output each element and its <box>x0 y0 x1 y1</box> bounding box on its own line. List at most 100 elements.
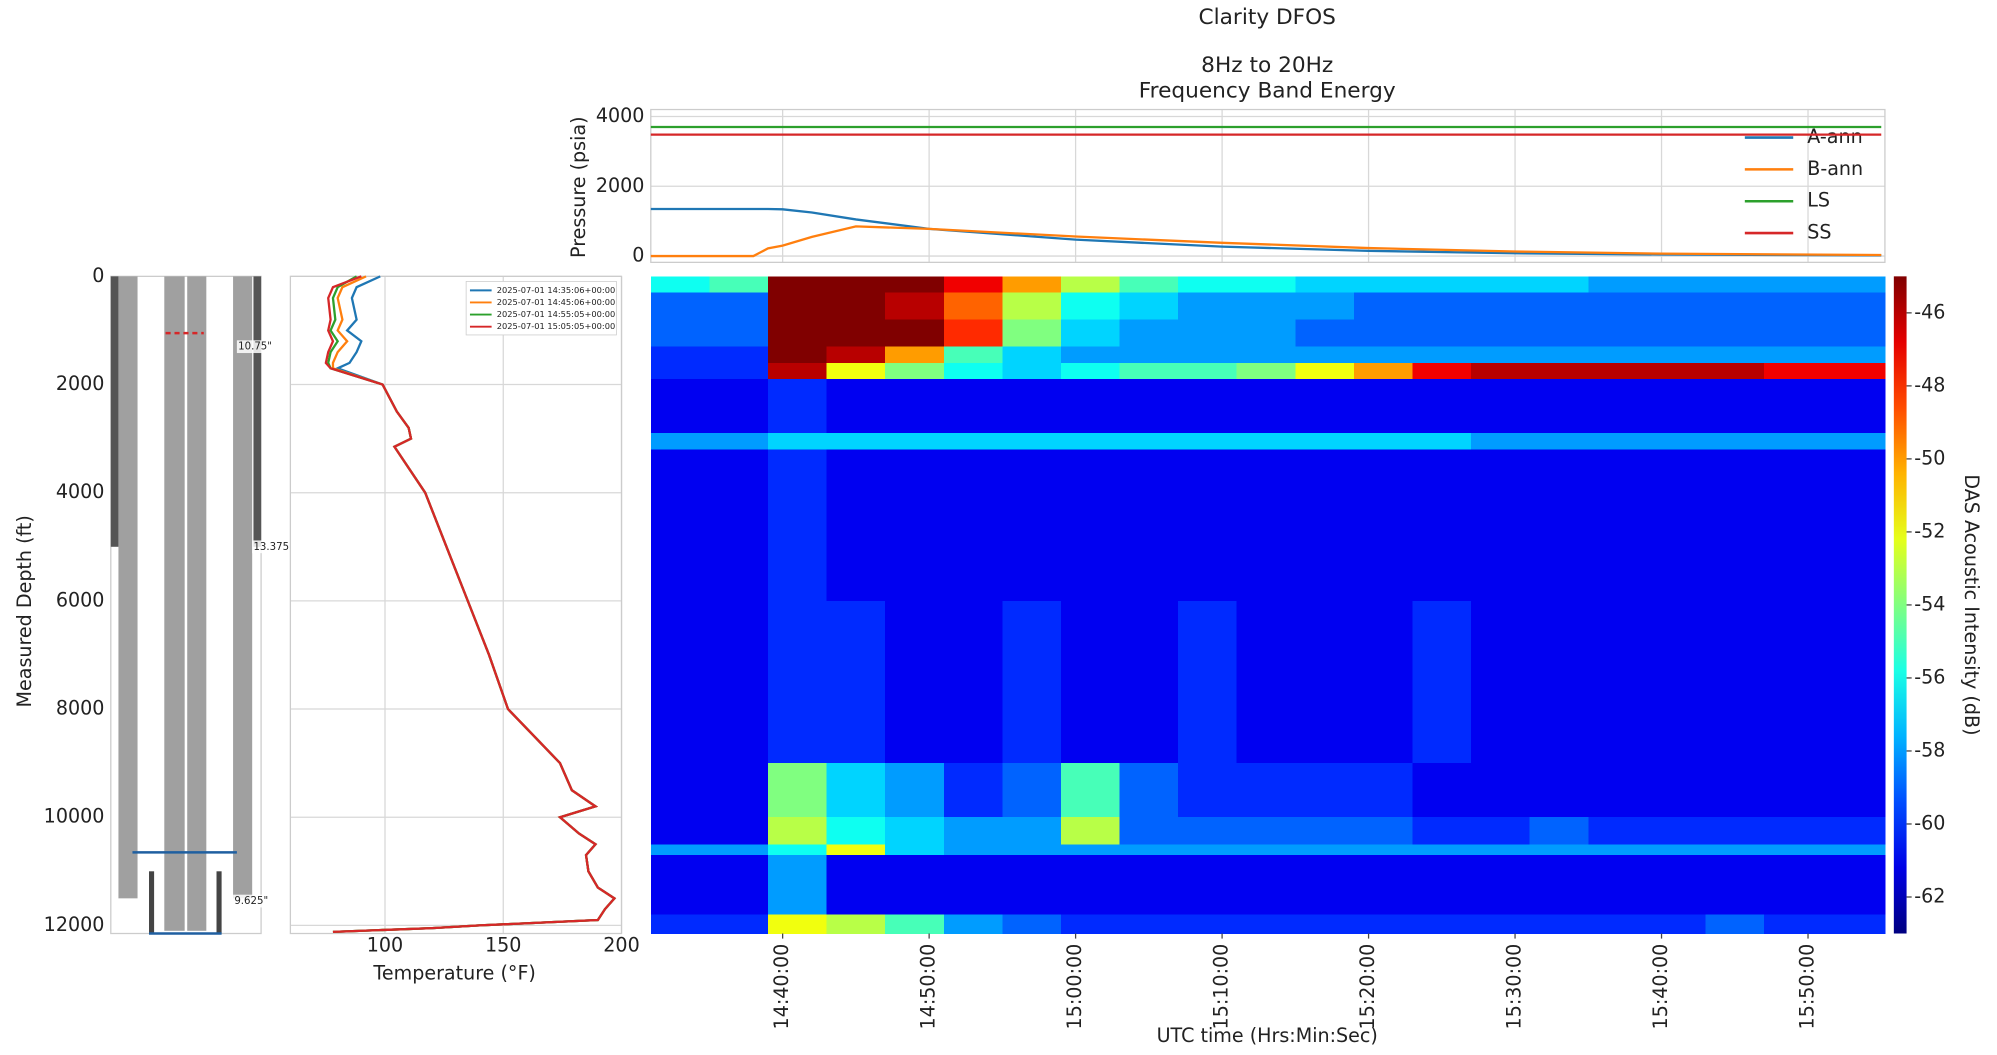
heatmap-cell <box>1178 763 1238 818</box>
heatmap-cell <box>1705 763 1765 818</box>
heatmap-cell <box>1764 844 1824 856</box>
heatmap-cell <box>650 292 710 321</box>
legend-label: 2025-07-01 14:45:06+00:00 <box>497 297 616 307</box>
heatmap-cell <box>1178 379 1238 434</box>
heatmap-cell <box>1822 449 1886 602</box>
annotation-box <box>236 340 276 354</box>
heatmap-cell <box>943 292 1003 321</box>
colorbar-label: DAS Acoustic Intensity (dB) <box>1960 474 1983 735</box>
heatmap-cell <box>943 346 1003 364</box>
heatmap-cell <box>1295 346 1355 364</box>
heatmap-cell <box>1705 362 1765 380</box>
heatmap-cell <box>767 763 828 818</box>
heatmap-cell <box>885 763 945 818</box>
x-tick-label: 15:00:00 <box>1063 944 1086 1030</box>
heatmap-cell <box>1588 346 1648 364</box>
heatmap-cell <box>1236 362 1296 380</box>
casing <box>233 276 253 899</box>
heatmap-cell <box>1178 817 1238 845</box>
casing <box>216 871 222 934</box>
heatmap-cell <box>1119 763 1179 818</box>
heatmap-cell <box>709 292 769 321</box>
heatmap-cell <box>885 319 945 348</box>
annotation: 9.625" <box>234 896 268 907</box>
chart-subtitle: Frequency Band Energy <box>1139 79 1396 104</box>
heatmap-cell <box>1353 433 1414 450</box>
heatmap-cell <box>650 319 710 348</box>
heatmap-cell <box>1646 276 1706 294</box>
heatmap-cell <box>1705 292 1765 321</box>
heatmap-cell <box>1119 379 1179 434</box>
heatmap-cell <box>1178 600 1238 764</box>
heatmap-cell <box>1178 292 1238 321</box>
heatmap-cell <box>826 817 886 845</box>
heatmap-cell <box>1236 292 1296 321</box>
heatmap-cell <box>1822 855 1886 916</box>
heatmap-cell <box>1471 844 1531 856</box>
heatmap-cell <box>1822 362 1886 380</box>
heatmap-cell <box>1295 292 1355 321</box>
heatmap-cell <box>1236 844 1296 856</box>
heatmap-cell <box>1412 817 1472 845</box>
heatmap-cell <box>1119 855 1179 916</box>
y-tick-label: 6000 <box>56 588 105 611</box>
heatmap-cell <box>1764 362 1824 380</box>
heatmap-cell <box>1295 379 1355 434</box>
heatmap-cell <box>1471 449 1531 602</box>
heatmap-cell <box>1060 844 1121 856</box>
plot-frame <box>289 275 623 935</box>
heatmap-cell <box>826 379 886 434</box>
heatmap-cell <box>1002 292 1062 321</box>
heatmap-cell <box>1822 433 1886 450</box>
heatmap-cell <box>1529 379 1589 434</box>
heatmap-cell <box>1471 600 1531 764</box>
heatmap-cell <box>943 855 1003 916</box>
heatmap-cell <box>1764 855 1824 916</box>
heatmap-cell <box>709 449 769 602</box>
colorbar-tick-label: -48 <box>1914 373 1945 396</box>
heatmap-cell <box>1588 379 1648 434</box>
heatmap-cell <box>1060 292 1121 321</box>
heatmap-cell <box>709 379 769 434</box>
heatmap-cell <box>767 855 828 916</box>
y-axis-label: Pressure (psia) <box>567 116 590 258</box>
heatmap-cell <box>1353 763 1414 818</box>
heatmap-cell <box>1529 362 1589 380</box>
y-tick-label: 0 <box>92 264 104 287</box>
heatmap-cell <box>1822 379 1886 434</box>
heatmap-cell <box>709 763 769 818</box>
heatmap-cell <box>826 362 886 380</box>
heatmap-cell <box>1412 449 1472 602</box>
heatmap-cell <box>1705 433 1765 450</box>
heatmap-cell <box>1646 600 1706 764</box>
heatmap-cell <box>826 914 886 935</box>
heatmap-cell <box>767 844 828 856</box>
heatmap-cell <box>826 319 886 348</box>
colorbar-tick-label: -60 <box>1914 811 1945 834</box>
heatmap-cell <box>1412 844 1472 856</box>
heatmap-cell <box>1353 276 1414 294</box>
colorbar-tick-label: -46 <box>1914 300 1945 323</box>
casing <box>110 276 119 547</box>
heatmap-cell <box>1295 449 1355 602</box>
casing <box>187 276 207 931</box>
legend-label: SS <box>1807 221 1831 244</box>
x-tick-label: 100 <box>367 934 403 957</box>
heatmap-cell <box>1529 817 1589 845</box>
heatmap-cell <box>1529 319 1589 348</box>
heatmap-cell <box>1412 319 1472 348</box>
heatmap-cell <box>1412 763 1472 818</box>
heatmap-cell <box>885 292 945 321</box>
heatmap-cell <box>826 844 886 856</box>
heatmap-cell <box>1353 449 1414 602</box>
y-tick-label: 2000 <box>596 174 645 197</box>
heatmap-cell <box>1236 914 1296 935</box>
heatmap-cell <box>767 319 828 348</box>
heatmap-cell <box>1529 292 1589 321</box>
heatmap-cell <box>1060 319 1121 348</box>
heatmap-cell <box>1060 914 1121 935</box>
heatmap-cell <box>1822 292 1886 321</box>
heatmap-cell <box>1353 600 1414 764</box>
heatmap-cell <box>1588 433 1648 450</box>
heatmap-cell <box>885 449 945 602</box>
